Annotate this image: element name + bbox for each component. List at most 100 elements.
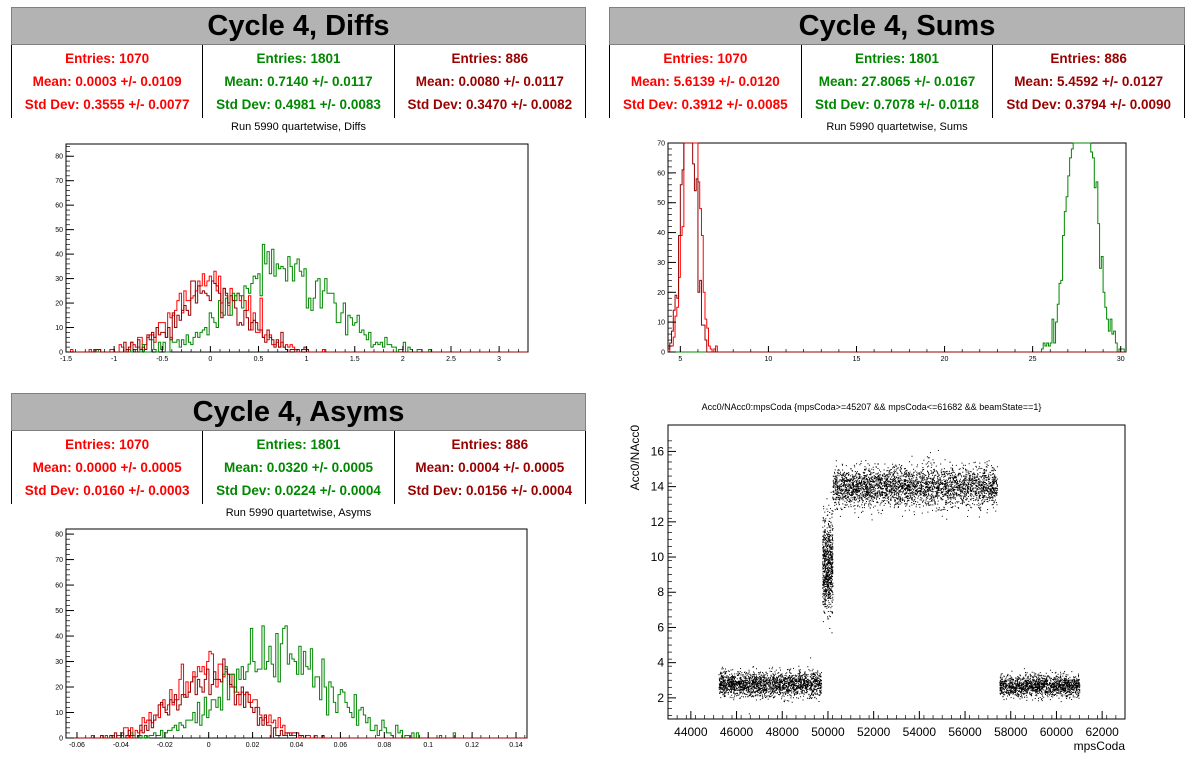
x-tick-label: 0.12 [465, 742, 479, 749]
sums-title: Cycle 4, Sums [609, 7, 1185, 45]
y-tick-label: 8 [657, 585, 664, 599]
stat-entries: Entries: 1070 [65, 51, 150, 66]
scatter-points [718, 450, 1081, 715]
y-tick-label: 40 [55, 252, 63, 259]
asyms-stats-darkred: Entries: 886 Mean: 0.0004 +/- 0.0005 Std… [395, 431, 585, 504]
sums-stats-red: Entries: 1070 Mean: 5.6139 +/- 0.0120 St… [610, 45, 802, 118]
y-tick-label: 50 [55, 227, 63, 234]
hist-series-1 [66, 625, 527, 739]
stat-mean: Mean: 5.4592 +/- 0.0127 [1014, 74, 1164, 89]
x-tick-label: 5 [678, 356, 682, 363]
y-tick-label: 10 [55, 325, 63, 332]
x-tick-label: 52000 [857, 725, 891, 739]
plot-frame [65, 143, 529, 353]
y-tick-label: 14 [651, 480, 665, 494]
scatter-cluster-2 [832, 450, 998, 521]
x-tick-label: -0.5 [156, 356, 168, 363]
x-tick-label: 1 [305, 356, 309, 363]
stat-entries: Entries: 1801 [256, 437, 341, 452]
scatter-cluster-1 [822, 491, 834, 634]
sums-stats-darkred: Entries: 886 Mean: 5.4592 +/- 0.0127 Std… [993, 45, 1184, 118]
x-tick-label: 44000 [674, 725, 708, 739]
y-tick-label: 10 [657, 320, 665, 327]
x-tick-label: 30 [1117, 356, 1125, 363]
stat-std: Std Dev: 0.0224 +/- 0.0004 [216, 483, 381, 498]
stat-mean: Mean: 0.0080 +/- 0.0117 [415, 74, 564, 89]
stat-std: Std Dev: 0.7078 +/- 0.0118 [815, 97, 979, 112]
y-tick-label: 60 [55, 203, 63, 210]
x-tick-label: -0.06 [69, 742, 85, 749]
stat-entries: Entries: 1801 [854, 51, 940, 66]
x-tick-label: 50000 [811, 725, 845, 739]
stat-mean: Mean: 0.0003 +/- 0.0109 [32, 74, 182, 89]
y-tick-label: 40 [55, 634, 63, 641]
x-tick-label: -0.04 [113, 742, 129, 749]
x-tick-label: 48000 [766, 725, 800, 739]
stat-entries: Entries: 1070 [65, 437, 150, 452]
y-tick-label: 50 [55, 608, 63, 615]
scatter-xlabel: mpsCoda [1074, 739, 1126, 753]
x-tick-label: 0.1 [423, 742, 433, 749]
y-tick-label: 20 [55, 685, 63, 692]
x-tick-label: 2 [401, 356, 405, 363]
diffs-subtitle: Run 5990 quartetwise, Diffs [231, 121, 366, 133]
sums-subtitle: Run 5990 quartetwise, Sums [826, 121, 968, 133]
y-tick-label: 2 [657, 691, 664, 705]
asyms-subtitle: Run 5990 quartetwise, Asyms [225, 507, 372, 519]
x-tick-label: 0.02 [246, 742, 260, 749]
y-tick-label: 30 [657, 260, 665, 267]
plot-area-3: Acc0/NAcc0:mpsCoda {mpsCoda>=45207 && mp… [628, 402, 1126, 753]
x-tick-label: -1.5 [60, 356, 72, 363]
y-tick-label: 30 [55, 276, 63, 283]
scatter-ylabel: Acc0/NAcc0 [628, 425, 642, 491]
stat-std: Std Dev: 0.3794 +/- 0.0090 [1006, 97, 1172, 112]
y-tick-label: 16 [651, 444, 665, 458]
scatter-cluster-0 [718, 657, 823, 715]
stat-entries: Entries: 886 [1050, 51, 1127, 66]
x-tick-label: 15 [853, 356, 861, 363]
x-tick-label: 10 [765, 356, 773, 363]
y-tick-label: 20 [55, 301, 63, 308]
y-tick-label: 12 [651, 515, 665, 529]
y-tick-label: 6 [657, 620, 664, 634]
x-tick-label: 20 [941, 356, 949, 363]
x-tick-label: -1 [111, 356, 117, 363]
y-tick-label: 0 [59, 350, 63, 357]
sums-stats-green: Entries: 1801 Mean: 27.8065 +/- 0.0167 S… [802, 45, 994, 118]
y-tick-label: 0 [661, 350, 665, 357]
diffs-stats-green: Entries: 1801 Mean: 0.7140 +/- 0.0117 St… [203, 45, 395, 118]
y-tick-label: 60 [657, 170, 665, 177]
x-tick-label: 60000 [1040, 725, 1074, 739]
stat-mean: Mean: 0.0000 +/- 0.0005 [32, 460, 182, 475]
x-tick-label: 0.04 [290, 742, 304, 749]
stat-mean: Mean: 0.0004 +/- 0.0005 [415, 460, 565, 475]
plot-frame [667, 142, 1127, 353]
diffs-stats-darkred: Entries: 886 Mean: 0.0080 +/- 0.0117 Std… [395, 45, 585, 118]
scatter-cluster-3 [999, 668, 1081, 703]
x-tick-label: 0 [207, 742, 211, 749]
x-tick-label: 0.14 [509, 742, 523, 749]
x-tick-label: 54000 [903, 725, 937, 739]
x-tick-label: 56000 [948, 725, 982, 739]
hist-series-2 [667, 142, 1126, 353]
stat-mean: Mean: 0.7140 +/- 0.0117 [224, 74, 373, 89]
plot-area-2: -0.06 -0.04 -0.02 0 0.02 0.04 0.06 0.08 0.1 0.12 0… [55, 528, 528, 749]
x-tick-label: 2.5 [446, 356, 456, 363]
asyms-stats-red: Entries: 1070 Mean: 0.0000 +/- 0.0005 St… [12, 431, 204, 504]
x-tick-label: 0.06 [334, 742, 348, 749]
y-tick-label: 50 [657, 200, 665, 207]
y-tick-label: 4 [657, 656, 664, 670]
x-tick-label: 0.08 [377, 742, 391, 749]
asyms-stats-box: Entries: 1070 Mean: 0.0000 +/- 0.0005 St… [11, 431, 586, 504]
stat-std: Std Dev: 0.4981 +/- 0.0083 [216, 97, 381, 112]
stat-std: Std Dev: 0.3470 +/- 0.0082 [407, 97, 573, 112]
y-tick-label: 60 [55, 583, 63, 590]
hist-series-2 [66, 280, 528, 353]
y-tick-label: 30 [55, 659, 63, 666]
x-tick-label: 3 [497, 356, 501, 363]
asyms-title: Cycle 4, Asyms [11, 393, 586, 431]
stat-mean: Mean: 0.0320 +/- 0.0005 [224, 460, 373, 475]
stat-mean: Mean: 5.6139 +/- 0.0120 [630, 74, 780, 89]
